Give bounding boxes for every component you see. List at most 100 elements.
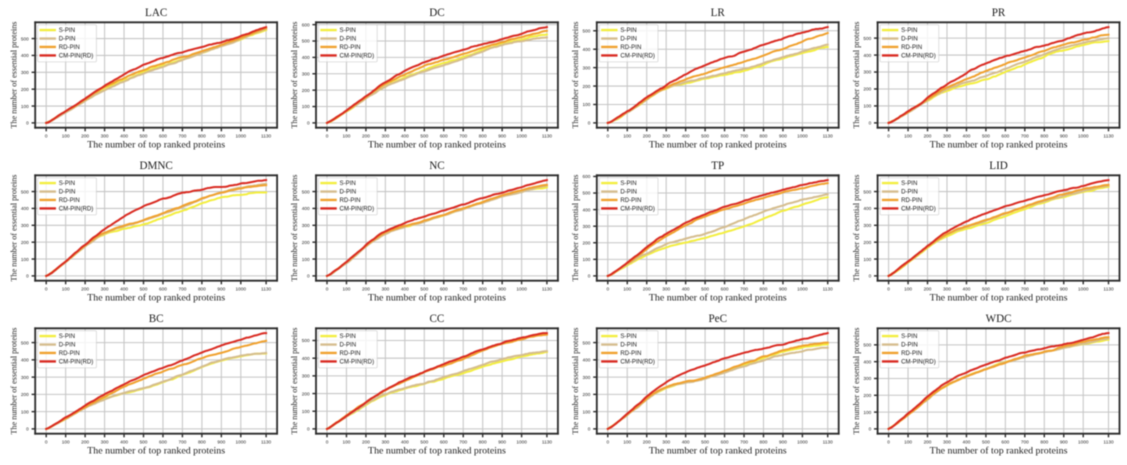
svg-text:0: 0 [869,121,872,127]
svg-text:D-PIN: D-PIN [59,189,76,196]
svg-text:D-PIN: D-PIN [620,189,637,196]
svg-text:S-PIN: S-PIN [901,333,917,340]
svg-text:D-PIN: D-PIN [59,36,76,43]
svg-text:0: 0 [307,121,310,127]
svg-text:400: 400 [863,359,871,365]
svg-text:The number of top ranked prote: The number of top ranked proteins [87,140,225,151]
svg-text:The number of top ranked prote: The number of top ranked proteins [368,446,506,457]
svg-text:0: 0 [326,134,329,140]
svg-text:S-PIN: S-PIN [340,333,356,340]
svg-text:100: 100 [623,134,631,140]
svg-text:700: 700 [178,287,186,293]
svg-text:800: 800 [198,440,206,446]
svg-text:The number of essential protei: The number of essential proteins [571,175,580,282]
svg-text:100: 100 [21,409,29,415]
svg-text:The number of essential protei: The number of essential proteins [290,328,299,435]
svg-text:S-PIN: S-PIN [620,27,636,34]
svg-text:500: 500 [420,287,428,293]
svg-text:600: 600 [159,287,167,293]
svg-text:The number of top ranked prote: The number of top ranked proteins [368,293,506,304]
svg-text:300: 300 [583,224,591,230]
svg-text:300: 300 [101,134,109,140]
svg-text:100: 100 [343,287,351,293]
svg-text:1130: 1130 [823,440,834,446]
svg-text:CM-PIN(RD): CM-PIN(RD) [340,359,375,366]
svg-text:400: 400 [963,440,971,446]
svg-text:300: 300 [101,287,109,293]
svg-text:CC: CC [430,313,445,325]
svg-text:300: 300 [302,71,310,77]
svg-text:200: 200 [863,87,871,93]
svg-text:100: 100 [904,134,912,140]
svg-text:200: 200 [21,240,29,246]
svg-text:500: 500 [583,340,591,346]
svg-text:100: 100 [62,287,70,293]
svg-text:700: 700 [459,440,467,446]
svg-text:RD-PIN: RD-PIN [340,44,361,51]
svg-text:1000: 1000 [236,440,247,446]
svg-text:200: 200 [924,134,932,140]
svg-text:0: 0 [326,287,329,293]
svg-text:CM-PIN(RD): CM-PIN(RD) [59,206,94,213]
svg-text:0: 0 [606,440,609,446]
svg-text:LR: LR [711,7,726,19]
svg-text:100: 100 [343,440,351,446]
svg-text:The number of essential protei: The number of essential proteins [852,328,861,435]
svg-text:400: 400 [21,53,29,59]
svg-text:1000: 1000 [1078,287,1089,293]
svg-text:300: 300 [101,440,109,446]
svg-text:600: 600 [159,134,167,140]
svg-text:500: 500 [21,340,29,346]
svg-text:900: 900 [1060,134,1068,140]
svg-text:RD-PIN: RD-PIN [620,350,641,357]
svg-text:400: 400 [682,134,690,140]
svg-text:D-PIN: D-PIN [340,36,357,43]
svg-text:PR: PR [992,7,1006,19]
svg-text:600: 600 [302,22,310,28]
svg-text:0: 0 [307,427,310,433]
svg-text:800: 800 [1040,134,1048,140]
svg-text:200: 200 [583,84,591,90]
svg-text:1130: 1130 [542,440,553,446]
svg-text:1130: 1130 [542,134,553,140]
svg-text:800: 800 [1040,287,1048,293]
svg-text:1130: 1130 [823,134,834,140]
svg-text:400: 400 [302,206,310,212]
svg-text:500: 500 [140,440,148,446]
svg-text:500: 500 [982,287,990,293]
svg-text:0: 0 [326,440,329,446]
svg-text:NC: NC [429,160,444,172]
svg-text:700: 700 [1021,134,1029,140]
svg-text:S-PIN: S-PIN [901,27,917,34]
svg-text:The number of essential protei: The number of essential proteins [290,175,299,282]
svg-text:The number of top ranked prote: The number of top ranked proteins [649,446,787,457]
svg-text:400: 400 [120,440,128,446]
svg-text:300: 300 [662,287,670,293]
svg-text:CM-PIN(RD): CM-PIN(RD) [901,53,936,60]
svg-text:700: 700 [459,287,467,293]
svg-text:1130: 1130 [1103,134,1114,140]
svg-text:600: 600 [159,440,167,446]
svg-text:300: 300 [302,374,310,380]
svg-text:200: 200 [583,392,591,398]
svg-text:500: 500 [21,189,29,195]
svg-text:RD-PIN: RD-PIN [59,350,80,357]
svg-text:1130: 1130 [1103,287,1114,293]
svg-text:1000: 1000 [797,440,808,446]
svg-text:WDC: WDC [986,313,1012,325]
svg-text:400: 400 [583,358,591,364]
svg-text:CM-PIN(RD): CM-PIN(RD) [620,53,655,60]
svg-text:0: 0 [588,121,591,127]
svg-text:100: 100 [863,257,871,263]
svg-text:100: 100 [302,257,310,263]
svg-text:200: 200 [81,134,89,140]
svg-text:0: 0 [26,274,29,280]
svg-text:0: 0 [887,287,890,293]
svg-text:200: 200 [924,440,932,446]
svg-text:100: 100 [583,102,591,108]
svg-text:RD-PIN: RD-PIN [620,44,641,51]
svg-text:100: 100 [583,257,591,263]
svg-text:100: 100 [21,104,29,110]
svg-text:100: 100 [302,104,310,110]
svg-text:The number of essential protei: The number of essential proteins [852,22,861,129]
